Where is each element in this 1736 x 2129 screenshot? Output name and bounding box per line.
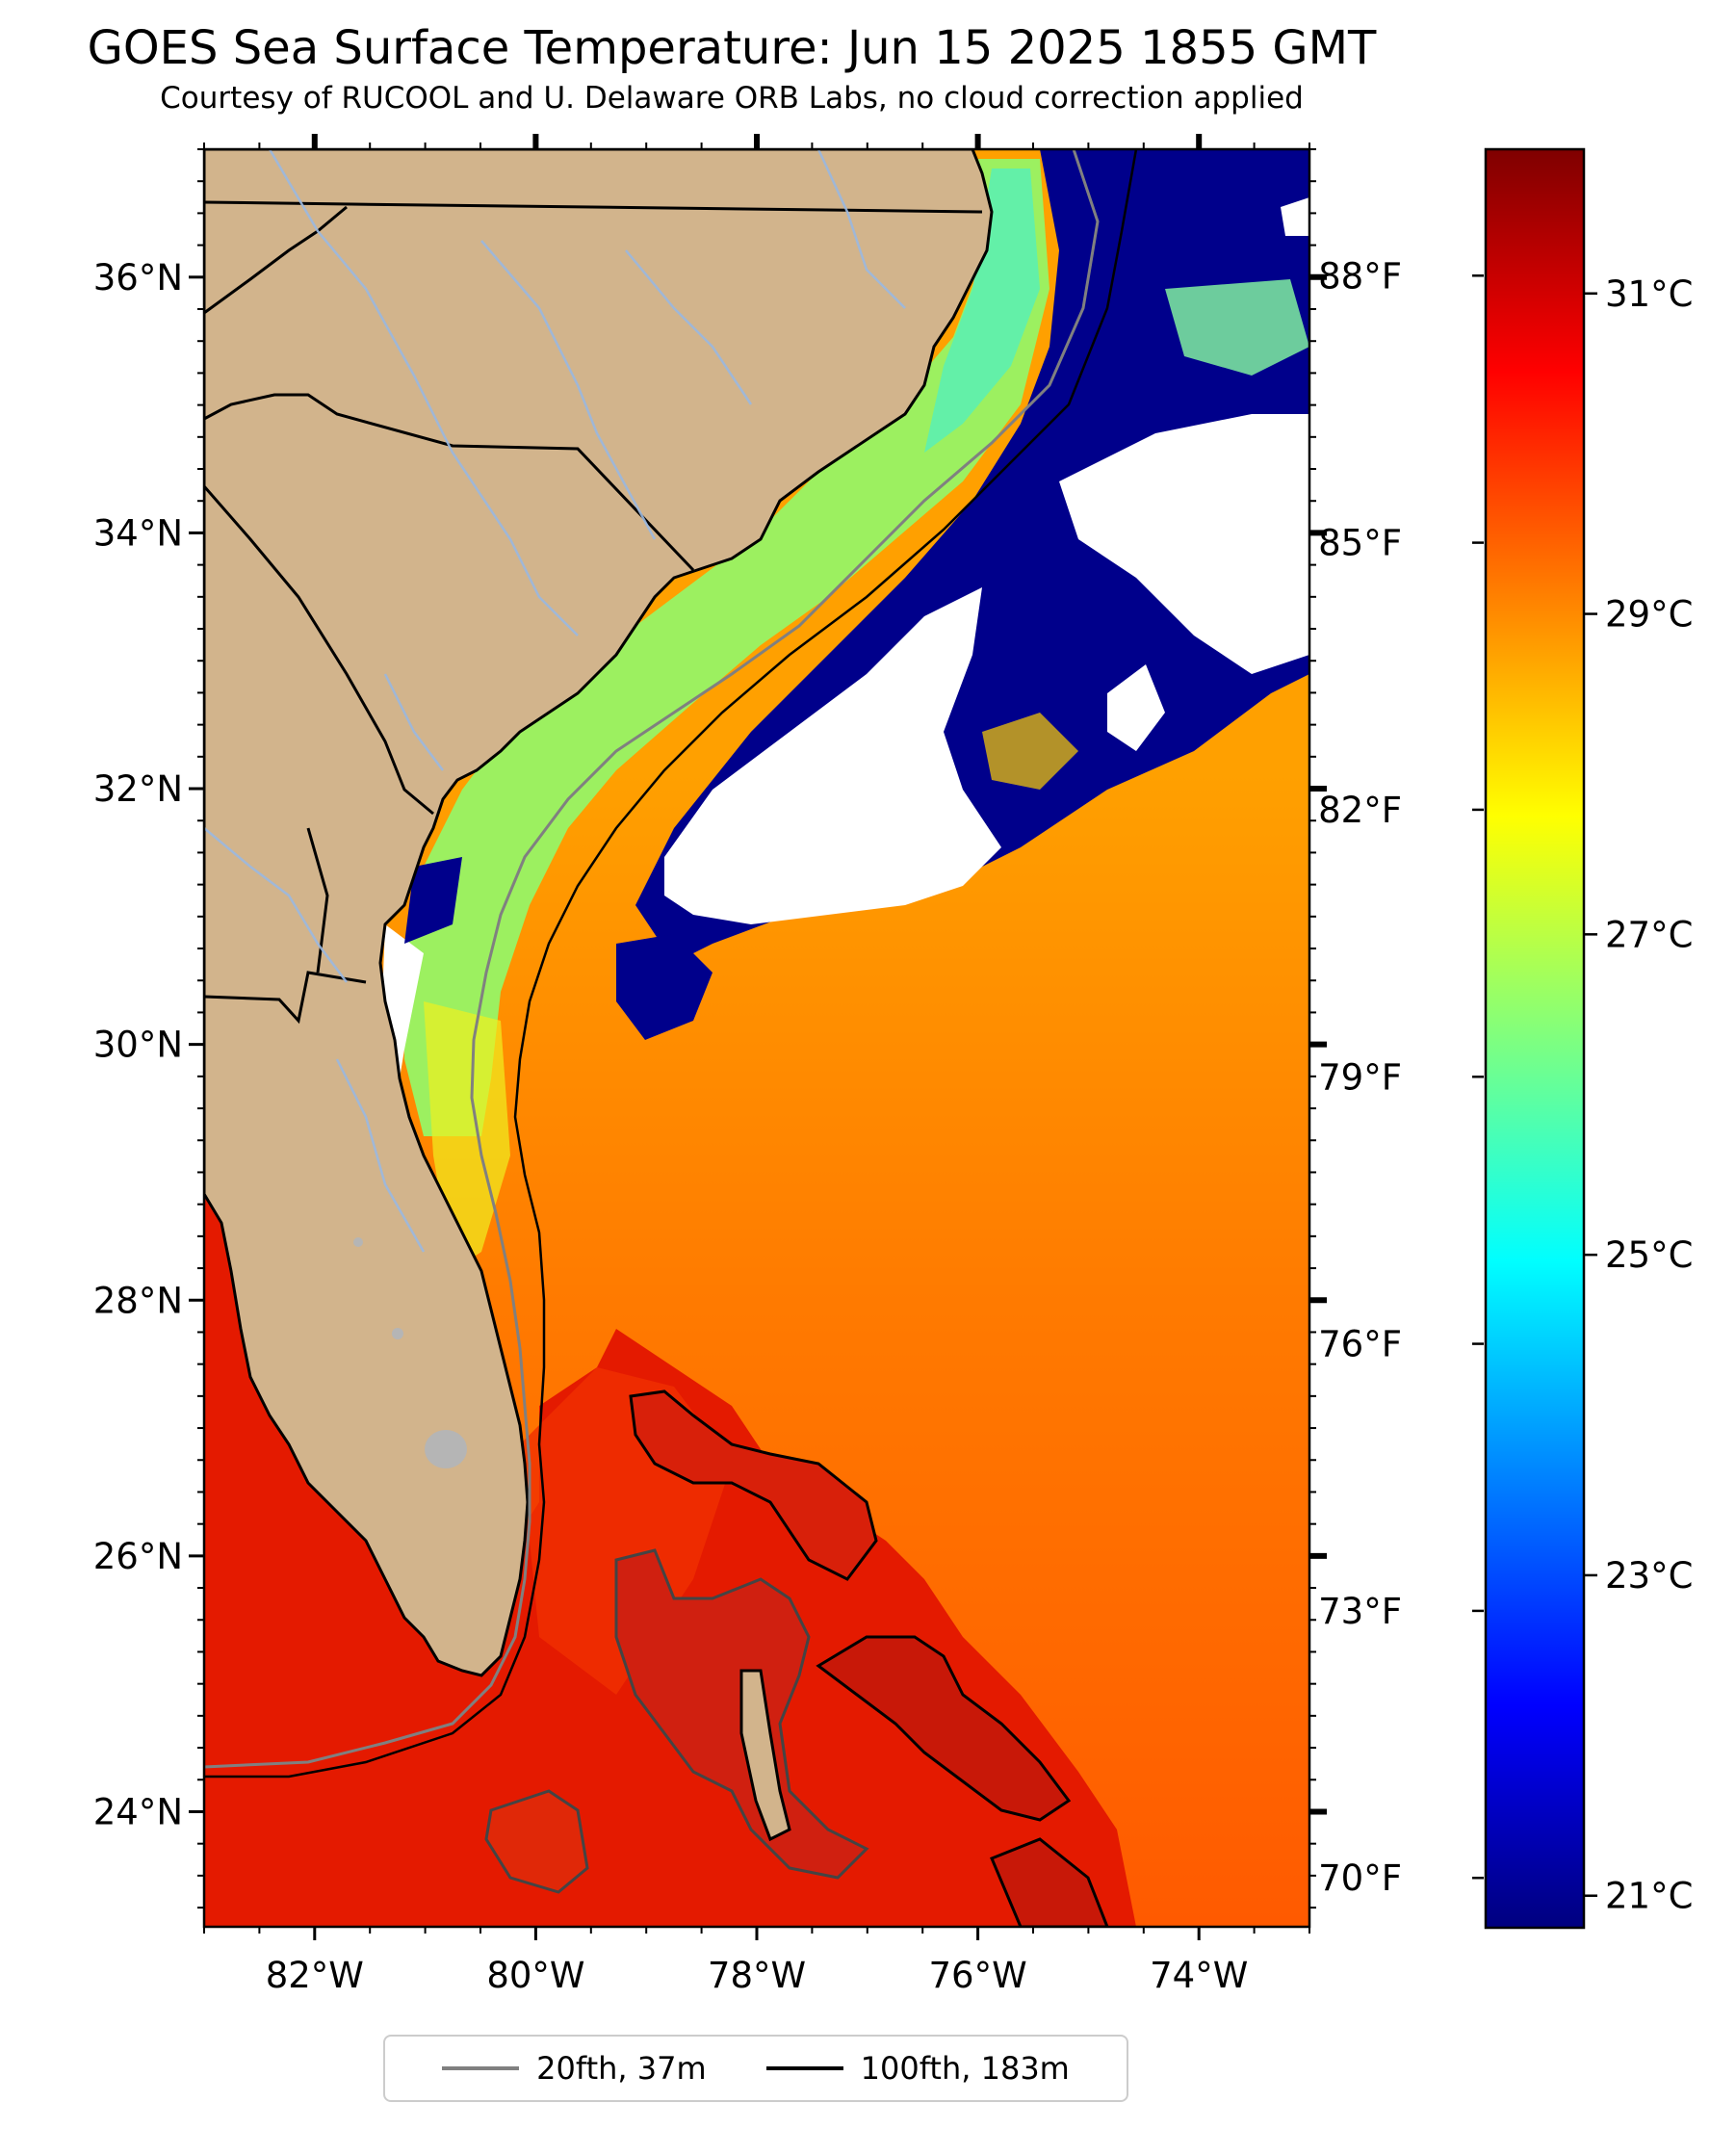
fahrenheit-tick-label: 73°F [1318, 1591, 1402, 1632]
celsius-tick-label: 25°C [1605, 1234, 1693, 1276]
map-plot-area [204, 149, 1309, 1927]
isobath-legend: 20fth, 37m 100fth, 183m [383, 2035, 1128, 2102]
lake-small-2 [353, 1237, 363, 1247]
cool-shelf-water [404, 159, 1049, 1136]
fahrenheit-axis: 70°F 73°F 76°F 79°F 82°F 85°F 88°F [1318, 255, 1484, 1899]
cloud-mask-small [1107, 664, 1165, 751]
latitude-axis: 24°N 26°N 28°N 30°N 32°N 34°N 36°N [93, 148, 1327, 1909]
celsius-tick-label: 31°C [1605, 273, 1693, 315]
bahamas-bank-south [990, 1837, 1109, 1927]
cloud-mask-ne [1281, 197, 1309, 236]
lat-tick-label: 24°N [93, 1791, 183, 1832]
legend-label-100fth: 100fth, 183m [860, 2050, 1070, 2087]
fahrenheit-tick-label: 70°F [1318, 1857, 1402, 1899]
cool-shelf-cyan [924, 169, 1040, 453]
lon-tick-label: 76°W [929, 1955, 1027, 1996]
lat-tick-label: 28°N [93, 1280, 183, 1321]
celsius-tick-label: 29°C [1605, 594, 1693, 636]
lake-okeechobee [425, 1430, 467, 1468]
lat-tick-label: 32°N [93, 768, 183, 810]
isobath-100fth [204, 149, 1138, 1778]
celsius-tick-label: 27°C [1605, 914, 1693, 955]
legend-label-20fth: 20fth, 37m [536, 2050, 707, 2087]
lake-small [392, 1328, 403, 1339]
cloud-mask-east [1059, 414, 1309, 674]
lat-tick-label: 30°N [93, 1025, 183, 1066]
lon-tick-label: 78°W [708, 1955, 806, 1996]
fahrenheit-tick-label: 82°F [1318, 790, 1402, 831]
cloud-mask-large [664, 587, 1001, 924]
lon-tick-label: 74°W [1150, 1955, 1248, 1996]
fahrenheit-tick-label: 88°F [1318, 255, 1402, 297]
lat-tick-label: 34°N [93, 512, 183, 554]
colorbar [1484, 147, 1586, 1930]
longitude-axis: 82°W 80°W 78°W 76°W 74°W [203, 134, 1310, 1996]
lon-tick-label: 82°W [266, 1955, 364, 1996]
lat-tick-label: 36°N [93, 257, 183, 299]
bahamas-land-andros [739, 1669, 791, 1842]
legend-item-20fth: 20fth, 37m [442, 2050, 707, 2087]
legend-swatch-100fth [765, 2066, 843, 2070]
map-subtitle: Courtesy of RUCOOL and U. Delaware ORB L… [160, 81, 1304, 116]
fahrenheit-tick-label: 79°F [1318, 1056, 1402, 1098]
celsius-tick-label: 23°C [1605, 1555, 1693, 1597]
legend-swatch-20fth [442, 2066, 520, 2070]
us-land [204, 149, 994, 1677]
legend-item-100fth: 100fth, 183m [765, 2050, 1070, 2087]
fahrenheit-tick-label: 85°F [1318, 523, 1402, 564]
rivers [204, 149, 906, 1253]
state-borders [204, 200, 983, 1025]
map-title: GOES Sea Surface Temperature: Jun 15 202… [87, 21, 1377, 75]
isobath-20fth [204, 149, 1100, 1769]
cold-patches-shelf [616, 934, 713, 1040]
celsius-tick-label: 21°C [1605, 1876, 1693, 1917]
fahrenheit-tick-label: 76°F [1318, 1324, 1402, 1365]
cold-area-warm-streak [1165, 279, 1309, 376]
colorbar-celsius-axis: 21°C 23°C 25°C 27°C 29°C 31°C [1584, 273, 1693, 1917]
cold-patches-shelf-2 [404, 857, 462, 944]
cay-sal-bank [484, 1789, 589, 1894]
cold-area-warm-streak-2 [982, 713, 1078, 790]
lon-tick-label: 80°W [486, 1955, 584, 1996]
lat-tick-label: 26°N [93, 1536, 183, 1577]
bahamas-bank-abaco [629, 1389, 878, 1581]
bahamas-bank-exuma [816, 1635, 1072, 1822]
